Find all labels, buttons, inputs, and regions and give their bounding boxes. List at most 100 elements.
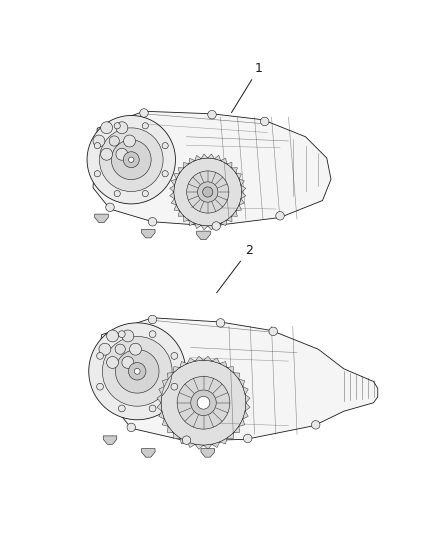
Circle shape: [122, 357, 134, 368]
Circle shape: [203, 187, 213, 197]
Circle shape: [129, 157, 134, 163]
Polygon shape: [241, 192, 246, 199]
Circle shape: [149, 405, 156, 412]
Circle shape: [94, 142, 100, 149]
Circle shape: [162, 171, 168, 177]
Polygon shape: [187, 442, 195, 448]
Circle shape: [148, 315, 157, 324]
Polygon shape: [180, 361, 187, 367]
Polygon shape: [221, 220, 226, 226]
Circle shape: [87, 116, 176, 204]
Polygon shape: [201, 449, 215, 457]
Polygon shape: [226, 216, 232, 222]
Polygon shape: [141, 449, 155, 457]
Polygon shape: [204, 356, 212, 361]
Polygon shape: [141, 229, 155, 238]
Polygon shape: [220, 438, 227, 444]
Polygon shape: [171, 179, 177, 185]
Polygon shape: [239, 179, 244, 185]
Polygon shape: [173, 433, 180, 439]
Polygon shape: [212, 442, 220, 448]
Circle shape: [161, 360, 246, 445]
Circle shape: [187, 171, 229, 213]
Polygon shape: [189, 220, 195, 226]
Circle shape: [99, 128, 163, 191]
Circle shape: [148, 217, 157, 226]
Circle shape: [94, 171, 100, 177]
Polygon shape: [233, 426, 240, 433]
Text: 2: 2: [217, 244, 253, 293]
Circle shape: [174, 158, 242, 226]
Polygon shape: [195, 156, 201, 160]
Polygon shape: [170, 185, 174, 192]
Circle shape: [171, 383, 178, 390]
Polygon shape: [93, 111, 331, 226]
Polygon shape: [97, 318, 378, 441]
Circle shape: [115, 350, 159, 393]
Text: 1: 1: [231, 61, 263, 112]
Circle shape: [162, 142, 168, 149]
Polygon shape: [195, 356, 204, 361]
Polygon shape: [227, 433, 233, 439]
Circle shape: [269, 327, 277, 336]
Polygon shape: [208, 225, 214, 230]
Polygon shape: [204, 445, 212, 449]
Polygon shape: [174, 173, 180, 179]
Polygon shape: [184, 216, 189, 222]
Circle shape: [142, 123, 148, 129]
Polygon shape: [227, 367, 233, 373]
Circle shape: [101, 122, 113, 134]
Circle shape: [127, 423, 135, 432]
Polygon shape: [174, 205, 180, 211]
Polygon shape: [184, 163, 189, 168]
Polygon shape: [220, 361, 227, 367]
Circle shape: [111, 140, 151, 180]
Polygon shape: [189, 158, 195, 164]
Polygon shape: [236, 205, 241, 211]
Circle shape: [208, 110, 216, 119]
Circle shape: [123, 152, 139, 168]
Circle shape: [122, 330, 134, 342]
Polygon shape: [157, 403, 162, 411]
Polygon shape: [103, 436, 117, 445]
Circle shape: [116, 122, 128, 134]
Circle shape: [106, 203, 114, 212]
Polygon shape: [162, 379, 168, 386]
Circle shape: [261, 117, 269, 126]
Polygon shape: [239, 199, 244, 205]
Polygon shape: [95, 214, 108, 223]
Polygon shape: [232, 168, 237, 173]
Polygon shape: [245, 403, 250, 411]
Circle shape: [118, 331, 125, 337]
Circle shape: [89, 323, 186, 420]
Polygon shape: [187, 358, 195, 364]
Circle shape: [311, 421, 320, 429]
Polygon shape: [241, 185, 246, 192]
Circle shape: [182, 436, 191, 445]
Polygon shape: [180, 438, 187, 444]
Polygon shape: [243, 386, 248, 394]
Polygon shape: [201, 154, 208, 159]
Circle shape: [198, 182, 218, 202]
Circle shape: [106, 357, 119, 368]
Polygon shape: [239, 419, 245, 426]
Polygon shape: [167, 373, 173, 379]
Polygon shape: [236, 173, 241, 179]
Polygon shape: [178, 211, 184, 216]
Circle shape: [101, 148, 113, 160]
Polygon shape: [239, 379, 245, 386]
Circle shape: [244, 434, 252, 443]
Circle shape: [197, 397, 210, 409]
Circle shape: [134, 368, 140, 374]
Circle shape: [99, 343, 111, 355]
Polygon shape: [245, 394, 250, 403]
Polygon shape: [214, 156, 221, 160]
Circle shape: [114, 190, 120, 197]
Polygon shape: [233, 373, 240, 379]
Circle shape: [142, 190, 148, 197]
Circle shape: [276, 212, 284, 220]
Circle shape: [116, 148, 128, 160]
Circle shape: [128, 362, 146, 380]
Circle shape: [109, 136, 119, 146]
Polygon shape: [212, 358, 220, 364]
